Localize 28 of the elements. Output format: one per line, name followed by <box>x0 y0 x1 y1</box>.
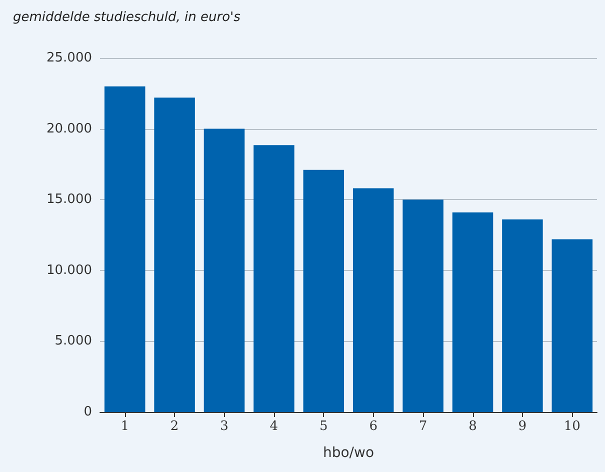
y-tick-label: 20.000 <box>46 121 92 136</box>
x-tick-label: 5 <box>320 419 328 434</box>
bar <box>204 128 245 412</box>
x-tick-label: 9 <box>518 419 527 434</box>
x-tick-label: 1 <box>120 419 129 434</box>
chart-title: gemiddelde studieschuld, in euro's <box>13 10 241 25</box>
x-tick-label: 8 <box>468 419 477 434</box>
x-tick-label: 4 <box>270 419 278 434</box>
bar <box>402 200 444 412</box>
x-tick-label: 2 <box>170 419 179 434</box>
bar <box>452 212 494 412</box>
x-tick-label: 6 <box>369 419 378 434</box>
bar <box>104 86 146 412</box>
y-tick-label: 0 <box>84 404 92 420</box>
y-tick-label: 10.000 <box>46 262 92 278</box>
y-tick-label: 25.000 <box>46 50 92 66</box>
x-tick-label: 3 <box>220 419 228 434</box>
x-tick-label: 7 <box>418 419 428 434</box>
x-tick-label: 10 <box>564 419 580 434</box>
bar <box>254 145 294 412</box>
bar <box>352 188 394 412</box>
y-tick-label: 5.000 <box>54 334 92 349</box>
y-tick-label: 15.000 <box>46 192 92 208</box>
bar <box>303 170 344 412</box>
bar <box>552 239 593 412</box>
x-axis-title: hbo/wo <box>322 445 374 461</box>
bar <box>502 219 543 412</box>
bar <box>154 98 195 412</box>
